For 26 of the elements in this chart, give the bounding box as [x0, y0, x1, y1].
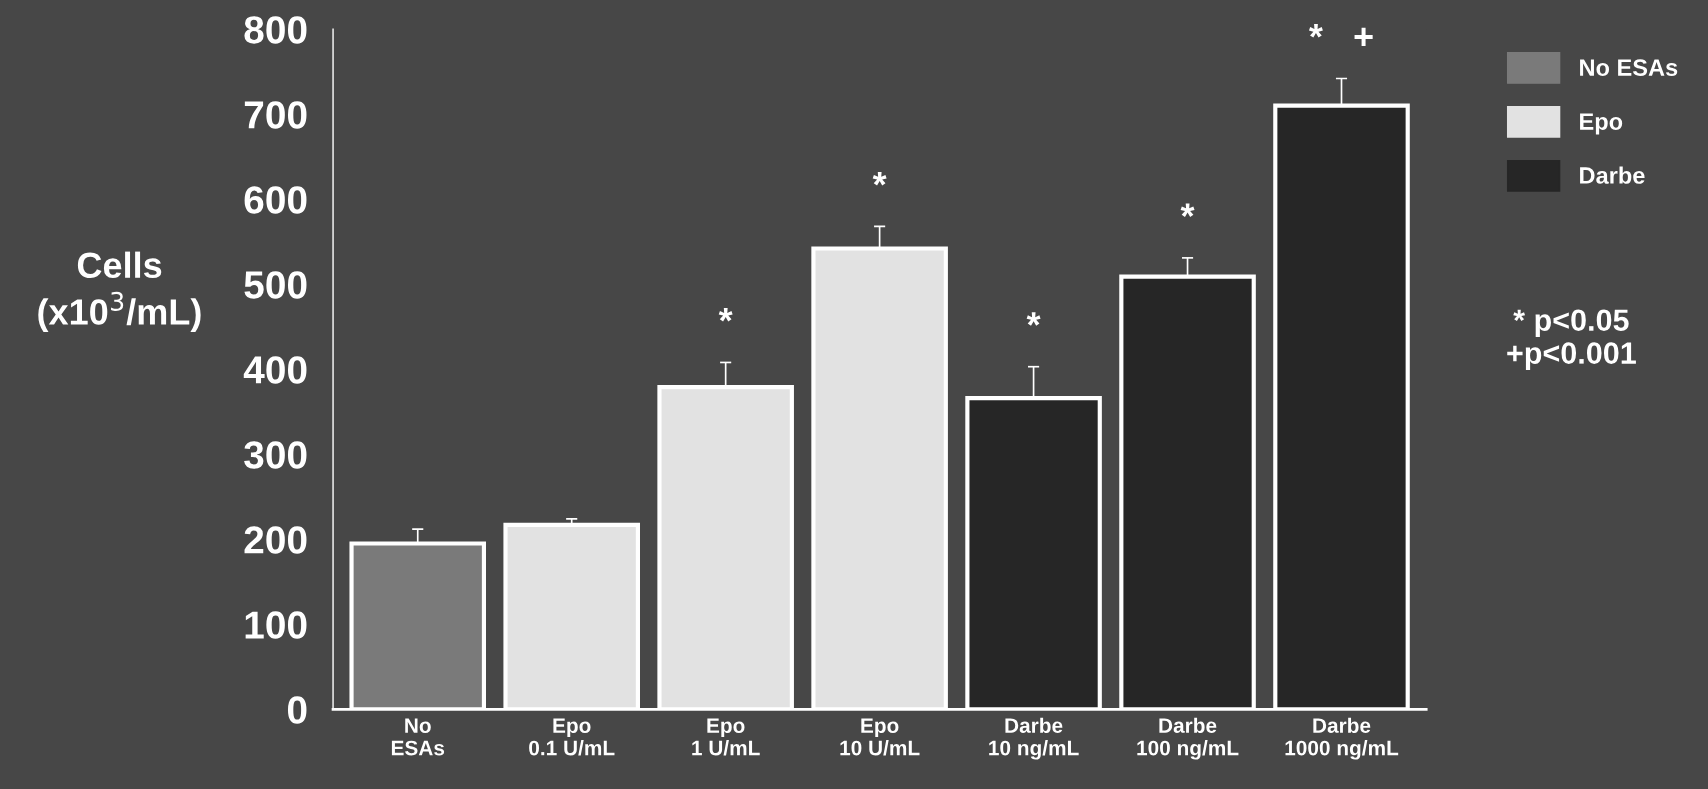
y-tick-label: 0 [287, 696, 307, 724]
x-tick-label: No ESAs [391, 718, 445, 756]
annotation: * + [1308, 24, 1373, 47]
legend-label: Epo [1580, 113, 1623, 135]
y-tick-label: 100 [245, 611, 307, 639]
annotation: * [1026, 312, 1041, 326]
y-tick-label: 200 [244, 526, 307, 554]
x-tick-label: Darbe 10 ng/mL [989, 717, 1079, 760]
y-axis-title: Cells (x10$^{3}$/mL) [38, 251, 201, 332]
annotation: * [1180, 203, 1195, 217]
annotation: * [718, 308, 733, 322]
text: * p<0.05 +p<0.001 [1507, 309, 1636, 370]
x-tick-label: Epo 1 U/mL [692, 718, 760, 756]
y-tick-label: 300 [244, 441, 307, 469]
y-tick-label: 400 [243, 356, 307, 384]
y-tick-label: 700 [244, 101, 307, 129]
y-tick-label: 800 [244, 16, 307, 44]
x-tick-label: Epo 0.1 U/mL [529, 718, 615, 756]
y-tick-label: 600 [244, 186, 307, 214]
x-tick-label: Darbe 100 ng/mL [1137, 717, 1239, 760]
annotation: * [872, 172, 887, 186]
legend-label: Darbe [1580, 166, 1645, 184]
x-tick-label: Epo 10 U/mL [840, 718, 920, 756]
legend-label: No ESAs [1580, 59, 1678, 76]
x-tick-label: Darbe 1000 ng/mL [1285, 717, 1399, 760]
y-tick-label: 500 [244, 271, 307, 299]
